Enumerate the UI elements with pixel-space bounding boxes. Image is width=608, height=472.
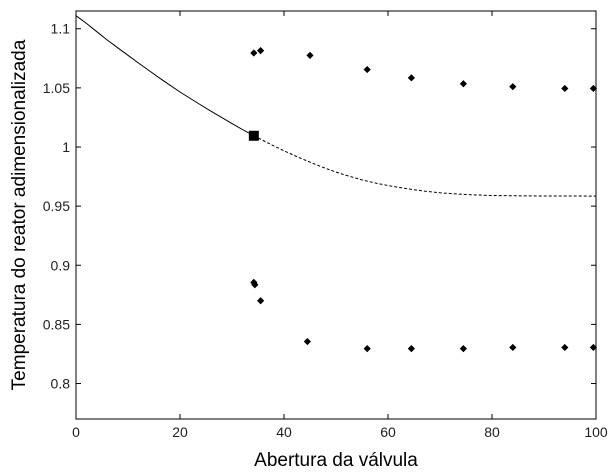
upper-limit-point — [509, 83, 517, 91]
y-axis-ticks: 0.8 0.85 0.9 0.95 1 1.05 1.1 — [43, 21, 596, 392]
x-tick-label: 80 — [484, 424, 500, 440]
lower-limit-point — [561, 343, 569, 352]
y-tick-label: 0.8 — [51, 376, 71, 392]
hopf-point-square — [248, 130, 259, 141]
x-tick-label: 60 — [380, 424, 396, 440]
y-tick-label: 1.05 — [43, 80, 70, 96]
upper-limit-point — [257, 47, 265, 55]
x-axis-label: Abertura da válvula — [254, 450, 418, 471]
upper-limit-point — [250, 49, 258, 57]
y-tick-label: 0.9 — [51, 257, 71, 273]
y-tick-label: 0.95 — [43, 198, 70, 214]
x-tick-label: 20 — [172, 424, 188, 440]
axes-frame — [75, 10, 597, 420]
upper-limit-point — [459, 80, 467, 88]
x-tick-label: 100 — [584, 424, 608, 440]
lower-limit-point — [589, 343, 597, 352]
stable-branch-line — [75, 15, 255, 137]
upper-limit-point — [407, 74, 415, 82]
curves — [75, 15, 597, 197]
x-tick-label: 40 — [276, 424, 292, 440]
y-axis-label: Temperatura do reator adimensionalizada — [9, 39, 30, 390]
x-tick-label: 0 — [72, 424, 80, 440]
upper-limit-point — [306, 51, 314, 59]
lower-limit-point — [509, 343, 517, 352]
lower-limit-point — [251, 281, 259, 289]
plot-area — [75, 10, 597, 420]
x-axis-ticks: 0 20 40 60 80 100 — [72, 11, 608, 440]
lower-limit-point — [363, 345, 371, 353]
y-tick-label: 0.85 — [43, 316, 70, 332]
upper-limit-point — [363, 65, 371, 74]
lower-limit-point — [459, 345, 467, 353]
y-tick-label: 1 — [62, 139, 70, 155]
lower-limit-point — [257, 297, 265, 305]
lower-limit-point — [303, 337, 311, 346]
unstable-branch-line — [253, 135, 597, 197]
markers — [248, 47, 597, 353]
lower-limit-point — [407, 345, 415, 353]
upper-limit-point — [589, 84, 597, 93]
upper-limit-point — [561, 84, 569, 93]
y-tick-label: 1.1 — [51, 21, 71, 37]
